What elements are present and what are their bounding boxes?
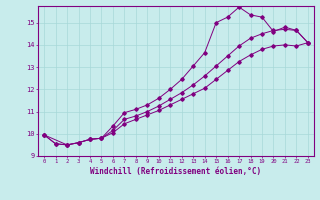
X-axis label: Windchill (Refroidissement éolien,°C): Windchill (Refroidissement éolien,°C) [91, 167, 261, 176]
